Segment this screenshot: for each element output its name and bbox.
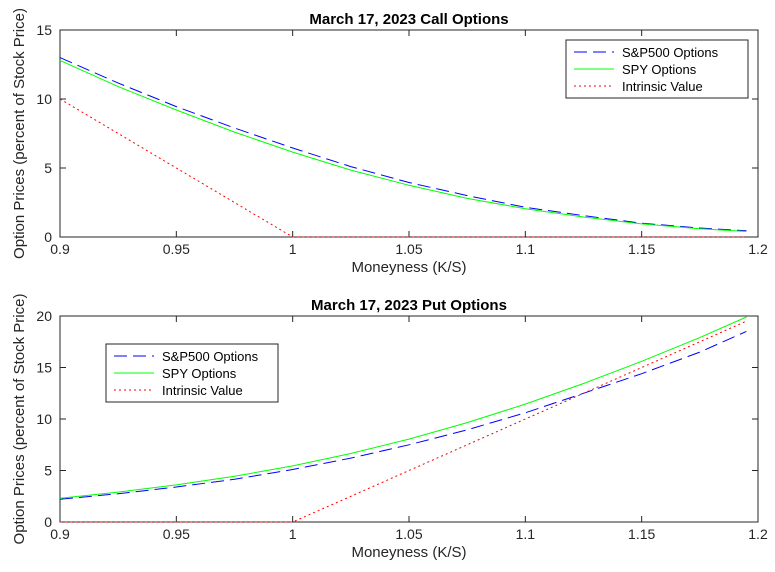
x-tick-label: 1.15 <box>628 526 655 542</box>
y-tick-label: 20 <box>36 308 52 324</box>
x-tick-label: 1.2 <box>748 241 768 257</box>
legend-entry: SPY Options <box>622 62 697 77</box>
chart-title: March 17, 2023 Put Options <box>311 297 507 314</box>
x-tick-label: 0.95 <box>163 241 190 257</box>
x-tick-label: 0.9 <box>50 526 70 542</box>
legend: S&P500 Options SPY Options Intrinsic Value <box>565 39 749 99</box>
chart-1: March 17, 2023 Call Options 0.9 0.95 1 1.05 1… <box>11 8 768 276</box>
x-tick-label: 1.05 <box>395 526 422 542</box>
x-tick-label: 1.15 <box>628 241 655 257</box>
series-line-s-p500-options <box>59 57 747 232</box>
y-tick-label: 5 <box>44 160 52 176</box>
x-tick-label: 0.9 <box>50 241 70 257</box>
legend-entry: S&P500 Options <box>622 45 719 60</box>
y-axis-label: Option Prices (percent of Stock Price) <box>11 294 28 545</box>
series-line-spy-options <box>59 59 747 232</box>
x-tick-label: 1.1 <box>516 526 536 542</box>
x-tick-label: 1 <box>289 526 297 542</box>
x-tick-label: 1.05 <box>395 241 422 257</box>
y-tick-label: 10 <box>36 91 52 107</box>
series-line-intrinsic-value <box>59 98 747 238</box>
y-tick-label: 0 <box>44 514 52 530</box>
y-tick-label: 10 <box>36 411 52 427</box>
y-tick-label: 0 <box>44 229 52 245</box>
x-tick-label: 1.1 <box>516 241 536 257</box>
y-tick-label: 5 <box>44 463 52 479</box>
legend-entry: SPY Options <box>162 366 237 381</box>
y-axis-label: Option Prices (percent of Stock Price) <box>11 8 28 259</box>
chart-title: March 17, 2023 Call Options <box>309 11 508 28</box>
x-tick-label: 1 <box>289 241 297 257</box>
legend-entry: Intrinsic Value <box>622 79 703 94</box>
x-tick-label: 1.2 <box>748 526 768 542</box>
chart-2: March 17, 2023 Put Options 0.9 0.95 1 1.05 1.… <box>11 294 768 561</box>
legend-entry: Intrinsic Value <box>162 383 243 398</box>
y-tick-label: 15 <box>36 22 52 38</box>
legend-entry: S&P500 Options <box>162 349 259 364</box>
y-tick-label: 15 <box>36 360 52 376</box>
x-axis-label: Moneyness (K/S) <box>351 544 466 561</box>
x-tick-label: 0.95 <box>163 526 190 542</box>
series-line-spy-options <box>59 316 747 499</box>
series-line-s-p500-options <box>59 330 747 500</box>
series-line-intrinsic-value <box>60 320 747 523</box>
legend: S&P500 Options SPY Options Intrinsic Value <box>105 343 279 403</box>
x-axis-label: Moneyness (K/S) <box>351 259 466 276</box>
